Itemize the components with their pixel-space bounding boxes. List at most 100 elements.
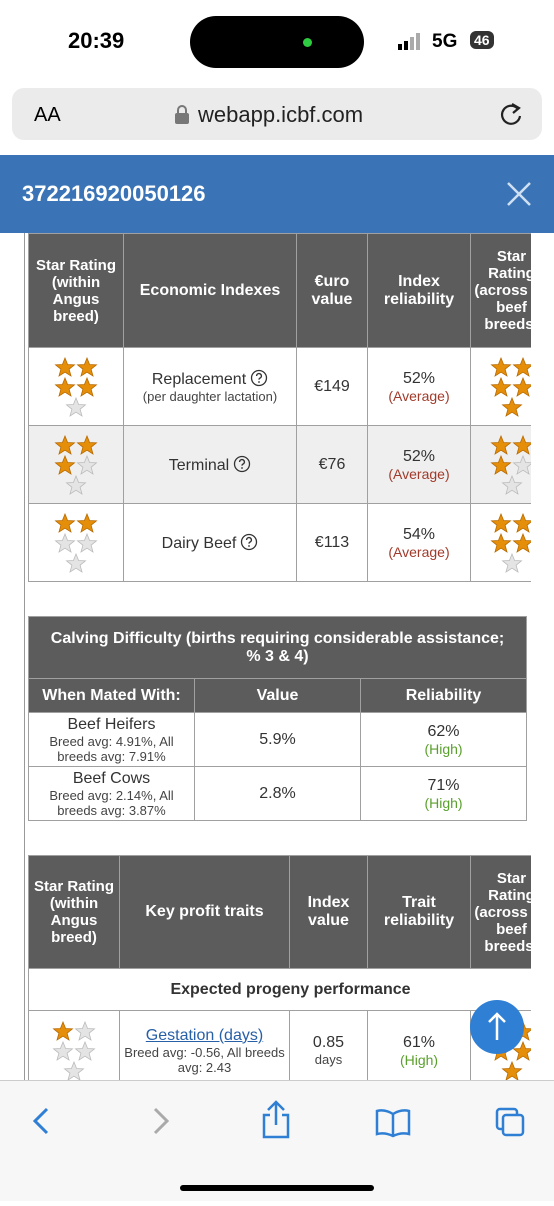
toolbar-icons bbox=[32, 1100, 525, 1191]
calving-value: 2.8% bbox=[259, 784, 296, 802]
column-header: Trait reliability bbox=[367, 855, 471, 969]
reliability-label: (Average) bbox=[388, 543, 450, 560]
trait-row: Gestation (days) Breed avg: -0.56, All br… bbox=[28, 1010, 531, 1080]
star-rating bbox=[489, 434, 531, 495]
breed-averages: Breed avg: -0.56, All breeds avg: 2.43 bbox=[124, 1044, 285, 1075]
star bbox=[76, 532, 98, 553]
trait-name-cell: Gestation (days) Breed avg: -0.56, All br… bbox=[119, 1010, 290, 1080]
reliability: 71% bbox=[427, 776, 460, 794]
mated-with: Beef Cows bbox=[72, 769, 151, 787]
column-header: Reliability bbox=[360, 678, 527, 713]
column-header: Star Rating (within Angus breed) bbox=[28, 233, 124, 348]
unit: days bbox=[314, 1052, 343, 1067]
header-row: When Mated With: Value Reliability bbox=[28, 678, 527, 713]
address-bar[interactable]: AA webapp.icbf.com bbox=[12, 88, 542, 140]
column-header: Index reliability bbox=[367, 233, 471, 348]
star-rating bbox=[53, 356, 99, 417]
stars-cell bbox=[28, 347, 124, 426]
star bbox=[500, 552, 523, 573]
star bbox=[76, 512, 98, 533]
calving-value: 5.9% bbox=[259, 730, 296, 748]
tabs-button[interactable] bbox=[495, 1107, 525, 1137]
star bbox=[500, 474, 523, 495]
help-icon[interactable] bbox=[240, 533, 258, 551]
value-cell: €76 bbox=[296, 425, 368, 504]
url[interactable]: webapp.icbf.com bbox=[198, 102, 364, 127]
euro-value: €113 bbox=[314, 533, 350, 551]
star bbox=[54, 376, 76, 397]
index-name: Dairy Beef bbox=[161, 534, 237, 552]
star bbox=[76, 454, 98, 475]
star bbox=[489, 454, 512, 475]
stars-cell bbox=[470, 347, 531, 426]
star bbox=[76, 356, 98, 377]
star bbox=[52, 1020, 74, 1041]
bookmarks-button[interactable] bbox=[375, 1109, 411, 1138]
value-cell: 5.9% bbox=[194, 712, 361, 767]
reliability-label: (High) bbox=[424, 740, 463, 757]
star bbox=[63, 1060, 85, 1080]
star bbox=[511, 532, 531, 553]
star bbox=[54, 532, 76, 553]
column-header: Key profit traits bbox=[119, 855, 290, 969]
star bbox=[511, 434, 531, 455]
column-header: Economic Indexes bbox=[123, 233, 297, 348]
lock-icon bbox=[175, 105, 189, 124]
back-button[interactable] bbox=[32, 1107, 49, 1135]
calving-row: Beef Heifers Breed avg: 4.91%, All breeds… bbox=[28, 712, 527, 767]
forward-button[interactable] bbox=[153, 1107, 170, 1135]
star bbox=[489, 376, 512, 397]
index-name-cell: Terminal bbox=[123, 425, 297, 504]
status-bar: 20:39 5G 46 bbox=[0, 0, 554, 80]
index-value: 0.85 bbox=[312, 1034, 345, 1051]
star bbox=[65, 552, 87, 573]
star-rating bbox=[489, 512, 531, 573]
breed-averages: Breed avg: 2.14%, All breeds avg: 3.87% bbox=[49, 787, 174, 818]
star bbox=[65, 396, 87, 417]
stars-cell bbox=[28, 425, 124, 504]
value-cell: €113 bbox=[296, 503, 368, 582]
reliability-label: (Average) bbox=[388, 387, 450, 404]
reliability: 52% bbox=[402, 369, 436, 387]
star bbox=[54, 454, 76, 475]
star-rating bbox=[51, 1020, 97, 1080]
star bbox=[489, 434, 512, 455]
trait-link[interactable]: Gestation (days) bbox=[145, 1026, 264, 1044]
text-size-button[interactable]: AA bbox=[34, 104, 61, 126]
reload-icon[interactable] bbox=[498, 101, 524, 127]
stars-cell bbox=[470, 503, 531, 582]
browser-toolbar bbox=[0, 1080, 554, 1201]
star bbox=[54, 434, 76, 455]
close-button[interactable] bbox=[506, 181, 532, 207]
column-header: Value bbox=[194, 678, 361, 713]
home-indicator bbox=[180, 1185, 374, 1191]
scroll-top-button[interactable] bbox=[470, 1000, 524, 1054]
euro-value: €76 bbox=[318, 455, 346, 473]
star bbox=[74, 1040, 96, 1061]
index-name: Replacement bbox=[151, 371, 247, 388]
star bbox=[511, 356, 531, 377]
index-name-cell: Dairy Beef bbox=[123, 503, 297, 582]
star bbox=[511, 376, 531, 397]
help-icon[interactable] bbox=[233, 455, 251, 473]
index-name-line: Dairy Beef bbox=[126, 533, 294, 553]
index-row: Replacement (per daughter lactation) €149 5… bbox=[28, 347, 531, 426]
table-title: Calving Difficulty (births requiring con… bbox=[28, 616, 527, 679]
battery: 46 bbox=[470, 31, 494, 49]
help-icon[interactable] bbox=[250, 369, 268, 387]
share-button[interactable] bbox=[262, 1100, 290, 1139]
economic-indexes-table: Star Rating (within Angus breed) Economic… bbox=[28, 233, 531, 582]
reliability-cell: 71% (High) bbox=[360, 766, 527, 821]
value-cell: 0.85 days bbox=[289, 1010, 368, 1080]
section-title: Expected progeny performance bbox=[28, 968, 531, 1011]
column-header: €uro value bbox=[296, 233, 368, 348]
column-header: Star Rating (across all beef breeds) bbox=[470, 233, 531, 348]
stars-cell bbox=[470, 425, 531, 504]
index-name: Terminal bbox=[168, 456, 230, 474]
column-header: When Mated With: bbox=[28, 678, 195, 713]
star bbox=[500, 396, 523, 417]
star bbox=[511, 454, 531, 475]
value-cell: 2.8% bbox=[194, 766, 361, 821]
reliability: 61% bbox=[402, 1033, 436, 1051]
star bbox=[489, 356, 512, 377]
